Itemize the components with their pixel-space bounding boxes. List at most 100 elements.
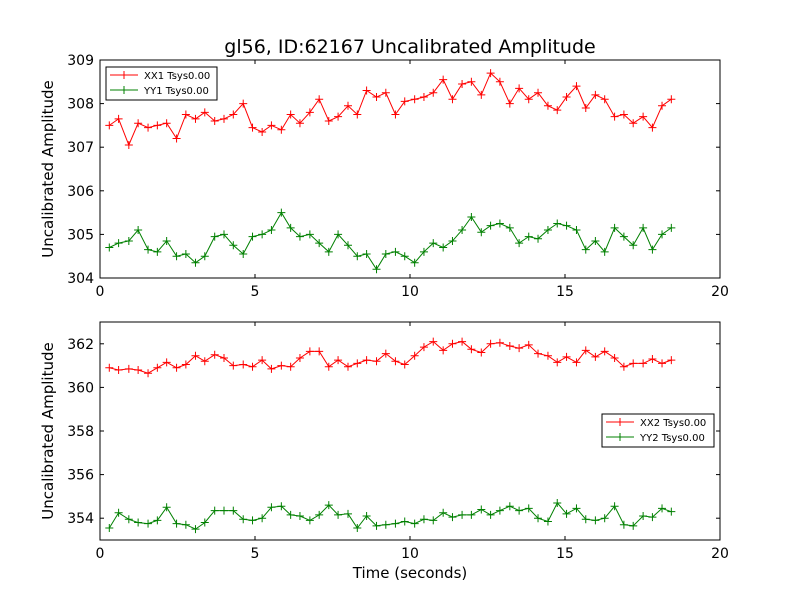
- data-point: [400, 252, 409, 261]
- legend-marker: [120, 86, 128, 94]
- data-point: [495, 77, 504, 86]
- data-point: [515, 84, 524, 93]
- data-point: [391, 247, 400, 256]
- data-point: [267, 121, 276, 130]
- x-tick-label: 20: [711, 546, 729, 562]
- data-point: [572, 226, 581, 235]
- x-tick-label: 15: [556, 284, 574, 300]
- bottom-panel: Uncalibrated Amplitude 0 5 10 15 20 354 356 358 3…: [39, 321, 729, 562]
- data-point: [429, 516, 438, 525]
- data-point: [648, 123, 657, 132]
- y-tick-label: 304: [67, 271, 94, 287]
- data-point: [144, 519, 153, 528]
- y-tick-label: 358: [67, 424, 94, 440]
- data-point: [639, 223, 648, 232]
- data-point: [372, 521, 381, 530]
- data-point: [220, 353, 228, 362]
- data-point: [295, 353, 304, 362]
- data-point: [144, 123, 153, 132]
- data-point: [258, 127, 267, 136]
- data-point: [105, 121, 114, 130]
- data-point: [495, 506, 504, 515]
- data-point: [543, 517, 552, 526]
- data-point: [362, 86, 371, 95]
- data-point: [400, 97, 409, 106]
- x-tick-label: 0: [96, 546, 105, 562]
- data-point: [495, 338, 504, 347]
- data-point: [372, 357, 381, 366]
- data-point: [381, 88, 390, 97]
- data-point: [172, 519, 181, 528]
- series-line-1: [109, 340, 672, 374]
- data-point: [667, 223, 676, 232]
- data-point: [391, 110, 400, 119]
- data-point: [515, 239, 524, 248]
- data-point: [372, 93, 381, 102]
- data-point: [353, 110, 362, 119]
- data-point: [505, 99, 514, 108]
- data-point: [667, 95, 676, 104]
- series-line-1: [109, 72, 672, 147]
- series-line-2: [109, 211, 672, 271]
- data-point: [639, 512, 648, 521]
- data-point: [629, 359, 638, 368]
- data-point: [191, 525, 200, 534]
- data-point: [200, 518, 209, 527]
- legend-label: YY1 Tsys0.00: [143, 86, 209, 97]
- data-point: [248, 232, 257, 241]
- data-point: [648, 245, 657, 254]
- data-point: [248, 362, 257, 371]
- legend-marker: [120, 71, 128, 79]
- data-point: [581, 346, 590, 355]
- data-point: [534, 234, 543, 243]
- data-point: [477, 505, 486, 514]
- data-point: [515, 506, 524, 515]
- data-point: [419, 515, 428, 524]
- data-point: [477, 90, 486, 99]
- x-tick-label: 5: [251, 546, 260, 562]
- data-point: [439, 243, 448, 252]
- figure-title: gl56, ID:62167 Uncalibrated Amplitude: [224, 36, 595, 58]
- data-point: [229, 506, 238, 515]
- data-point: [429, 337, 438, 346]
- data-point: [172, 252, 181, 261]
- data-point: [458, 337, 467, 346]
- x-tick-label: 15: [556, 546, 574, 562]
- data-point: [334, 510, 343, 519]
- data-point: [334, 230, 343, 239]
- data-point: [400, 517, 409, 526]
- data-point: [324, 247, 333, 256]
- data-point: [524, 95, 533, 104]
- data-point: [324, 501, 333, 510]
- data-point: [153, 247, 162, 256]
- data-point: [591, 352, 600, 361]
- data-point: [610, 502, 619, 511]
- data-point: [448, 95, 457, 104]
- data-point: [524, 504, 533, 513]
- data-point: [467, 77, 476, 86]
- data-point: [477, 228, 486, 237]
- data-point: [191, 258, 200, 267]
- data-point: [553, 219, 562, 228]
- data-point: [220, 506, 228, 515]
- data-point: [467, 212, 476, 221]
- x-tick-label: 20: [711, 284, 729, 300]
- y-tick-label: 306: [67, 184, 94, 200]
- data-point: [124, 141, 133, 150]
- data-point: [439, 75, 448, 84]
- data-point: [295, 232, 304, 241]
- data-point: [210, 117, 219, 126]
- data-point: [619, 520, 628, 529]
- data-point: [277, 208, 286, 217]
- data-point: [505, 502, 514, 511]
- legend-marker: [616, 433, 624, 441]
- data-point: [458, 226, 467, 235]
- data-point: [439, 508, 448, 517]
- data-point: [458, 510, 467, 519]
- data-point: [277, 502, 286, 511]
- data-point: [600, 514, 609, 523]
- data-point: [534, 88, 543, 97]
- data-point: [134, 518, 143, 527]
- data-point: [114, 365, 123, 374]
